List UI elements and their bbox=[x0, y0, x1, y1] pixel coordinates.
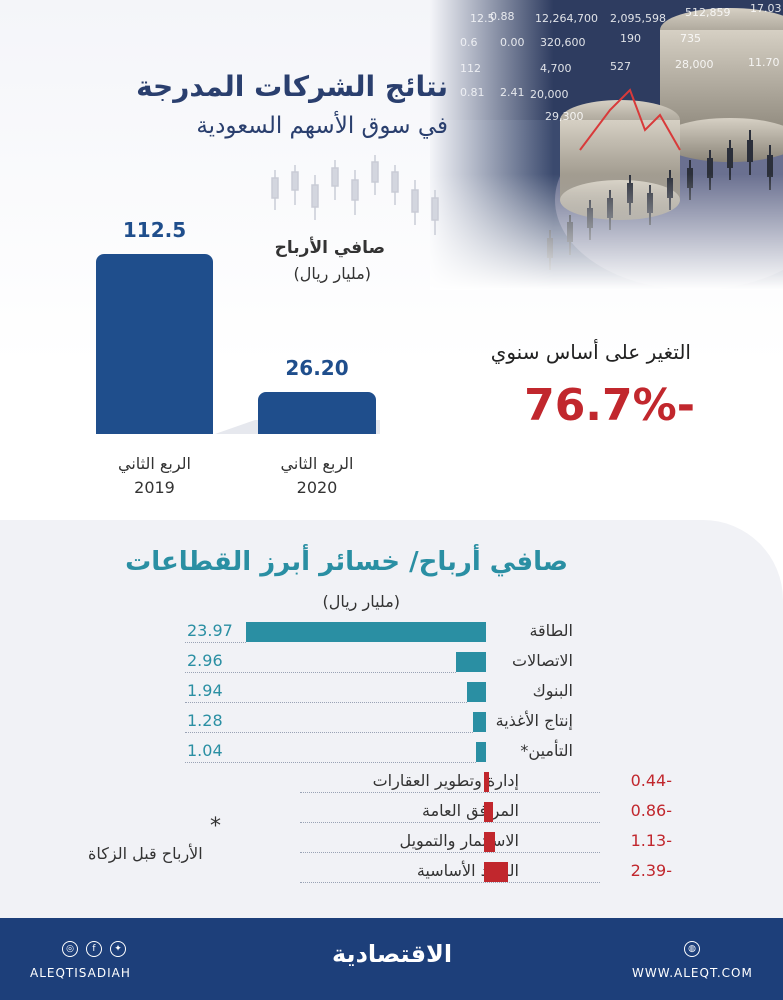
sector-bar-positive bbox=[473, 712, 486, 732]
bar-value-2019: 112.5 bbox=[122, 218, 187, 242]
bar-label-2019: الربع الثاني 2019 bbox=[96, 452, 213, 500]
candlestick-decoration bbox=[271, 155, 439, 235]
sector-label: الاستثمار والتمويل bbox=[399, 831, 519, 850]
sector-value: 23.97 bbox=[187, 621, 233, 640]
sector-bar-negative bbox=[484, 802, 493, 822]
bar-value-2020: 26.20 bbox=[285, 356, 349, 380]
sector-label: الطاقة bbox=[529, 621, 573, 640]
bar-label-quarter: الربع الثاني bbox=[280, 454, 354, 473]
row-guide-line bbox=[185, 732, 473, 733]
sector-bar-positive bbox=[467, 682, 486, 702]
sector-label: إنتاج الأغذية bbox=[495, 711, 573, 730]
instagram-icon[interactable]: ◎ bbox=[62, 941, 78, 957]
net-profit-unit: (مليار ريال) bbox=[293, 264, 371, 283]
page-subtitle: في سوق الأسهم السعودية bbox=[196, 113, 448, 139]
sector-bar-negative bbox=[484, 832, 495, 852]
sectors-title: صافي أرباح/ خسائر أبرز القطاعات bbox=[125, 547, 568, 577]
sector-bar-negative bbox=[484, 772, 489, 792]
brand-logo: الاقتصادية bbox=[332, 940, 453, 968]
bar-q2-2020 bbox=[258, 392, 376, 434]
row-guide-line bbox=[300, 852, 600, 853]
bar-label-year: 2019 bbox=[134, 478, 175, 497]
page-title: نتائج الشركات المدرجة bbox=[136, 70, 448, 103]
bar-label-quarter: الربع الثاني bbox=[117, 454, 191, 473]
sector-label: المرافق العامة bbox=[422, 801, 519, 820]
footnote: الأرباح قبل الزكاة bbox=[88, 844, 203, 863]
globe-icon[interactable]: ◍ bbox=[684, 941, 700, 957]
sectors-unit: (مليار ريال) bbox=[322, 592, 400, 611]
sector-label: التأمين* bbox=[520, 741, 573, 760]
row-guide-line bbox=[300, 882, 600, 883]
note-star: * bbox=[210, 814, 221, 839]
market-background-image: 12,264,7002,095,598512,85917.03320,60019… bbox=[430, 0, 783, 290]
net-profit-header: صافي الأرباح bbox=[274, 238, 385, 258]
yoy-label: التغير على أساس سنوي bbox=[490, 340, 691, 364]
sector-bar-positive bbox=[476, 742, 486, 762]
sector-value: -0.44 bbox=[630, 771, 672, 790]
bar-label-year: 2020 bbox=[296, 478, 338, 497]
row-guide-line bbox=[300, 822, 600, 823]
sectors-panel bbox=[0, 520, 783, 920]
sector-value: 2.96 bbox=[187, 651, 223, 670]
row-guide-line bbox=[185, 702, 467, 703]
sector-bar-negative bbox=[484, 862, 508, 882]
row-guide-line bbox=[185, 642, 246, 643]
sector-value: 1.04 bbox=[187, 741, 223, 760]
bar-q2-2019 bbox=[96, 254, 213, 434]
social-handle[interactable]: ALEQTISADIAH bbox=[30, 966, 131, 980]
sector-value: -1.13 bbox=[630, 831, 672, 850]
sector-value: 1.28 bbox=[187, 711, 223, 730]
sector-value: -2.39 bbox=[630, 861, 672, 880]
sector-value: -0.86 bbox=[630, 801, 672, 820]
sector-bar-positive bbox=[456, 652, 486, 672]
sector-label: الاتصالات bbox=[512, 651, 573, 670]
website-link[interactable]: WWW.ALEQT.COM bbox=[632, 966, 753, 980]
row-guide-line bbox=[185, 672, 456, 673]
sector-label: البنوك bbox=[532, 681, 573, 700]
yoy-value: -76.7% bbox=[524, 380, 695, 431]
row-guide-line bbox=[300, 792, 600, 793]
bar-label-2020: الربع الثاني 2020 bbox=[258, 452, 376, 500]
sector-label: إدارة وتطوير العقارات bbox=[372, 771, 519, 790]
sector-value: 1.94 bbox=[187, 681, 223, 700]
footer-bar bbox=[0, 918, 783, 1000]
facebook-icon[interactable]: f bbox=[86, 941, 102, 957]
sector-bar-positive bbox=[246, 622, 486, 642]
twitter-icon[interactable]: ✦ bbox=[110, 941, 126, 957]
row-guide-line bbox=[185, 762, 476, 763]
